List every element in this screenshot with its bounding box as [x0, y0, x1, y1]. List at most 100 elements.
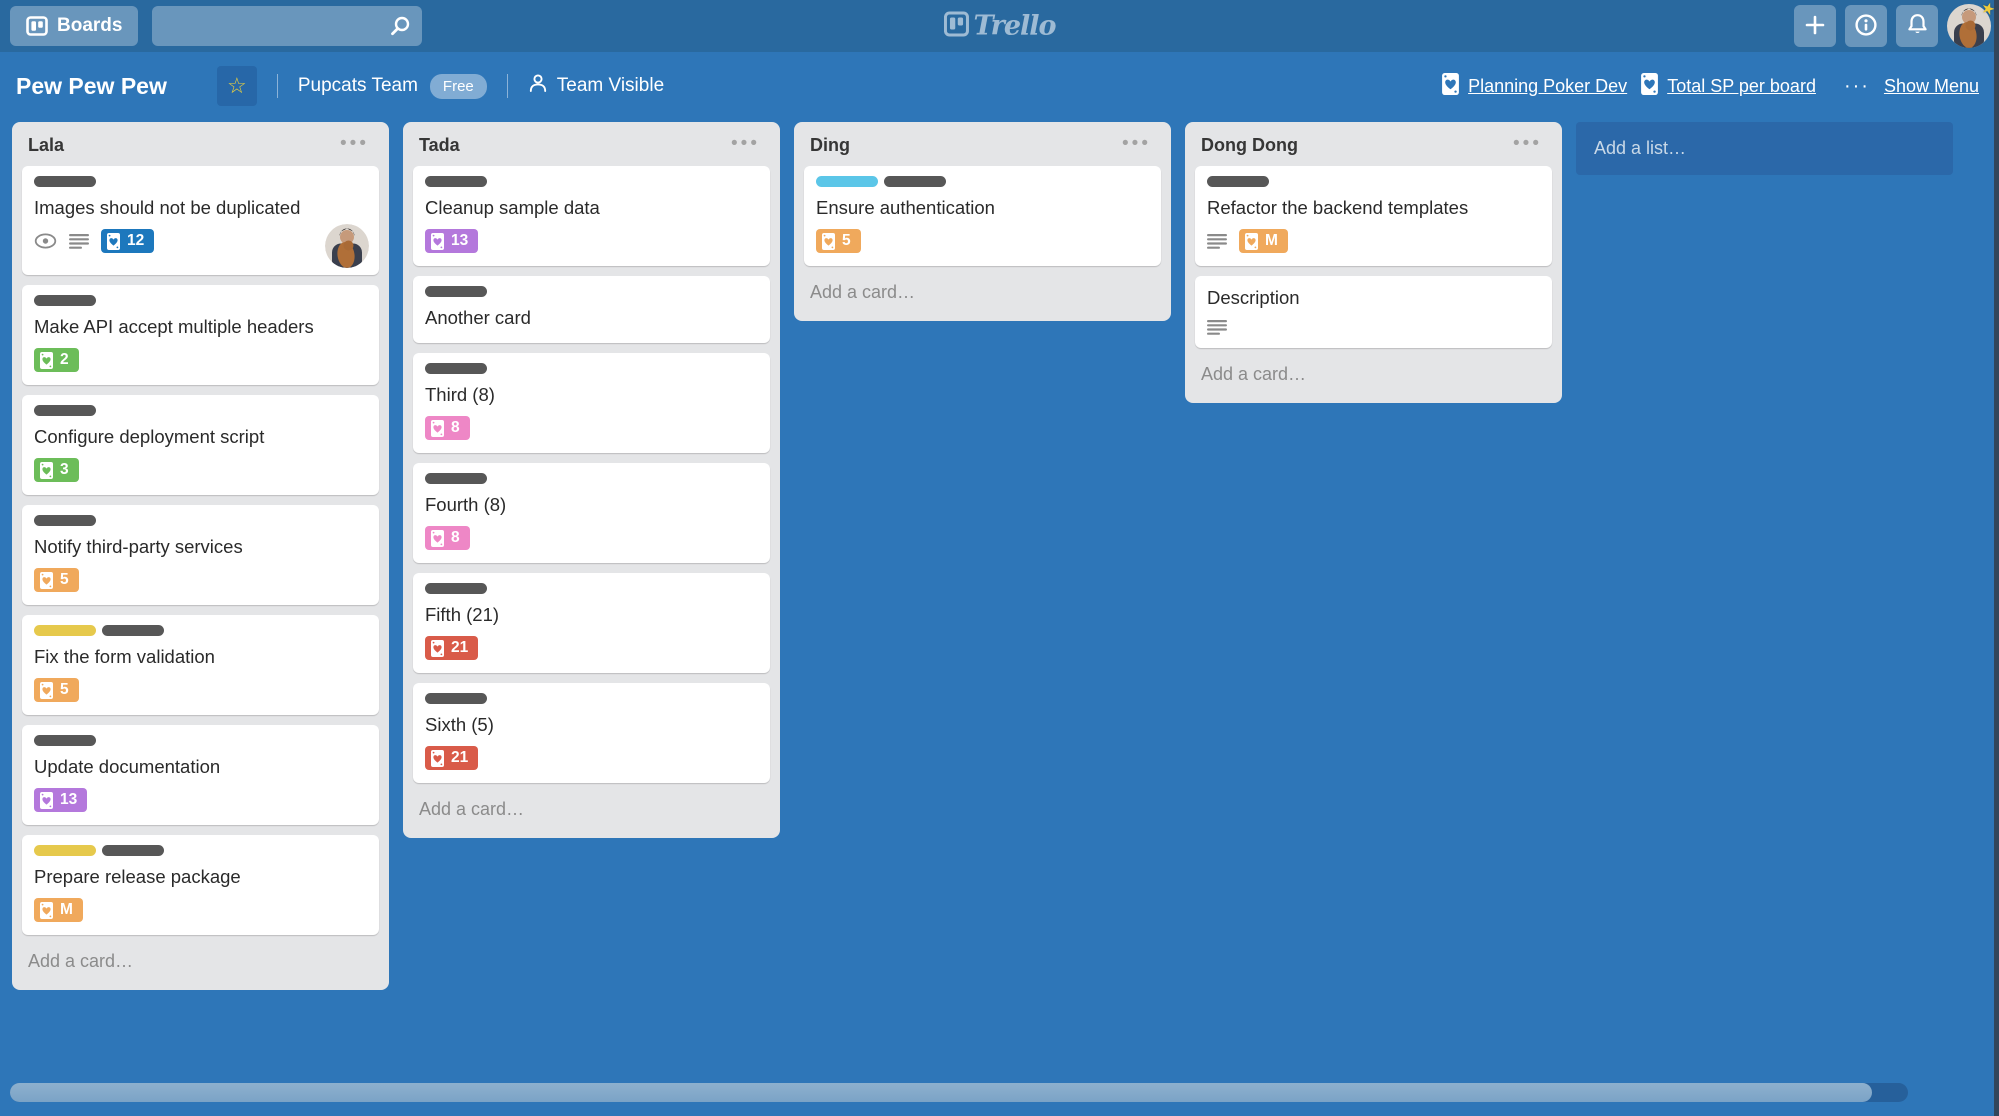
card-title: Update documentation [34, 756, 221, 777]
card[interactable]: Fix the form validation 5 [22, 615, 379, 715]
card-labels [34, 625, 367, 636]
card[interactable]: Notify third-party services 5 [22, 505, 379, 605]
card[interactable]: Configure deployment script 3 [22, 395, 379, 495]
info-button[interactable] [1845, 5, 1887, 47]
total-sp-link[interactable]: Total SP per board [1641, 72, 1816, 100]
list-cards: Refactor the backend templates M Descrip… [1185, 162, 1562, 348]
list-menu-button[interactable]: ••• [731, 133, 760, 154]
card[interactable]: Sixth (5) 21 [413, 683, 770, 783]
board-header-actions: Planning Poker Dev Total SP per board ··… [1442, 72, 1983, 100]
card-labels [425, 286, 758, 297]
story-points-value: 2 [60, 351, 69, 368]
card-label-sky [816, 176, 878, 187]
story-points-value: 8 [451, 529, 460, 546]
story-points-value: 12 [127, 232, 145, 249]
card-title: Description [1207, 287, 1300, 308]
badge-card-icon [431, 419, 444, 437]
card-title: Sixth (5) [425, 714, 494, 735]
story-points-badge: 8 [425, 526, 470, 550]
badge-card-icon [40, 351, 53, 369]
search-input[interactable] [152, 6, 423, 46]
badge-card-icon [1245, 232, 1258, 250]
story-points-value: 21 [451, 749, 469, 766]
story-points-value: 5 [60, 681, 69, 698]
story-points-value: M [60, 901, 73, 918]
list-menu-button[interactable]: ••• [340, 133, 369, 154]
story-points-badge: 13 [425, 229, 479, 253]
total-sp-link-label: Total SP per board [1667, 75, 1816, 96]
add-card-button[interactable]: Add a card… [419, 799, 525, 819]
card-title: Fifth (21) [425, 604, 500, 625]
boards-button[interactable]: Boards [10, 6, 139, 46]
list-title[interactable]: Lala [28, 135, 65, 155]
boards-icon [26, 16, 48, 36]
planning-poker-link-label: Planning Poker Dev [1468, 75, 1628, 96]
card-labels [34, 295, 367, 306]
notifications-button[interactable] [1896, 5, 1938, 47]
card-title: Third (8) [425, 384, 495, 405]
card[interactable]: Refactor the backend templates M [1195, 166, 1552, 266]
card[interactable]: Description [1195, 276, 1552, 348]
card-label-dark [34, 176, 96, 187]
card[interactable]: Make API accept multiple headers 2 [22, 285, 379, 385]
card[interactable]: Cleanup sample data 13 [413, 166, 770, 266]
card-label-dark [884, 176, 946, 187]
card-labels [34, 405, 367, 416]
board-title[interactable]: Pew Pew Pew [16, 72, 167, 99]
create-button[interactable] [1794, 5, 1836, 47]
card-label-dark [425, 363, 487, 374]
star-board-button[interactable]: ☆ [216, 66, 257, 106]
card-avatar [325, 224, 369, 268]
boards-button-label: Boards [57, 15, 123, 36]
horizontal-scrollbar-thumb[interactable] [10, 1083, 1872, 1102]
card[interactable]: Prepare release package M [22, 835, 379, 935]
card-label-dark [102, 625, 164, 636]
list-title[interactable]: Dong Dong [1201, 135, 1298, 155]
card[interactable]: Third (8) 8 [413, 353, 770, 453]
show-menu-button[interactable]: Show Menu [1884, 76, 1979, 97]
card-title: Configure deployment script [34, 426, 265, 447]
watch-icon [34, 233, 57, 249]
card[interactable]: Images should not be duplicated 12 [22, 166, 379, 275]
card-label-dark [425, 583, 487, 594]
list-menu-button[interactable]: ••• [1513, 133, 1542, 154]
card-badges-row: 5 [816, 229, 1149, 253]
list-menu-button[interactable]: ••• [1122, 133, 1151, 154]
list: Lala ••• Images should not be duplicated… [12, 122, 389, 990]
show-menu-label: Show Menu [1883, 75, 1979, 96]
user-avatar[interactable]: ★ [1947, 0, 1997, 48]
list-cards: Ensure authentication 5 [794, 162, 1171, 266]
card-badges-row: 5 [34, 678, 367, 702]
top-bar: Boards Trello [0, 0, 1999, 52]
badge-card-icon [40, 571, 53, 589]
story-points-badge: 13 [34, 788, 88, 812]
menu-dots-icon: ··· [1843, 74, 1870, 97]
board-visibility[interactable]: Team Visible [528, 73, 664, 99]
add-card-button[interactable]: Add a card… [28, 951, 134, 971]
card-badges-row: 21 [425, 636, 758, 660]
list: Tada ••• Cleanup sample data 13 Another … [403, 122, 780, 838]
add-card-button[interactable]: Add a card… [810, 282, 916, 302]
planning-poker-link[interactable]: Planning Poker Dev [1442, 72, 1628, 100]
story-points-value: 5 [60, 571, 69, 588]
add-list-button[interactable]: Add a list… [1576, 122, 1953, 175]
horizontal-scrollbar[interactable] [10, 1083, 1908, 1102]
card-labels [425, 363, 758, 374]
badge-card-icon [431, 639, 444, 657]
card[interactable]: Another card [413, 276, 770, 343]
team-icon [528, 73, 548, 99]
card-badges-row: 5 [34, 568, 367, 592]
trello-logo-text: Trello [973, 10, 1056, 42]
trello-logo[interactable]: Trello [943, 10, 1057, 42]
card-labels [425, 176, 758, 187]
list-title[interactable]: Tada [419, 135, 460, 155]
card[interactable]: Ensure authentication 5 [804, 166, 1161, 266]
card-label-dark [425, 176, 487, 187]
list-title[interactable]: Ding [810, 135, 850, 155]
card-label-yellow [34, 845, 96, 856]
card[interactable]: Fifth (21) 21 [413, 573, 770, 673]
add-card-button[interactable]: Add a card… [1201, 364, 1307, 384]
card-badges-row [1207, 319, 1540, 335]
card[interactable]: Update documentation 13 [22, 725, 379, 825]
card[interactable]: Fourth (8) 8 [413, 463, 770, 563]
